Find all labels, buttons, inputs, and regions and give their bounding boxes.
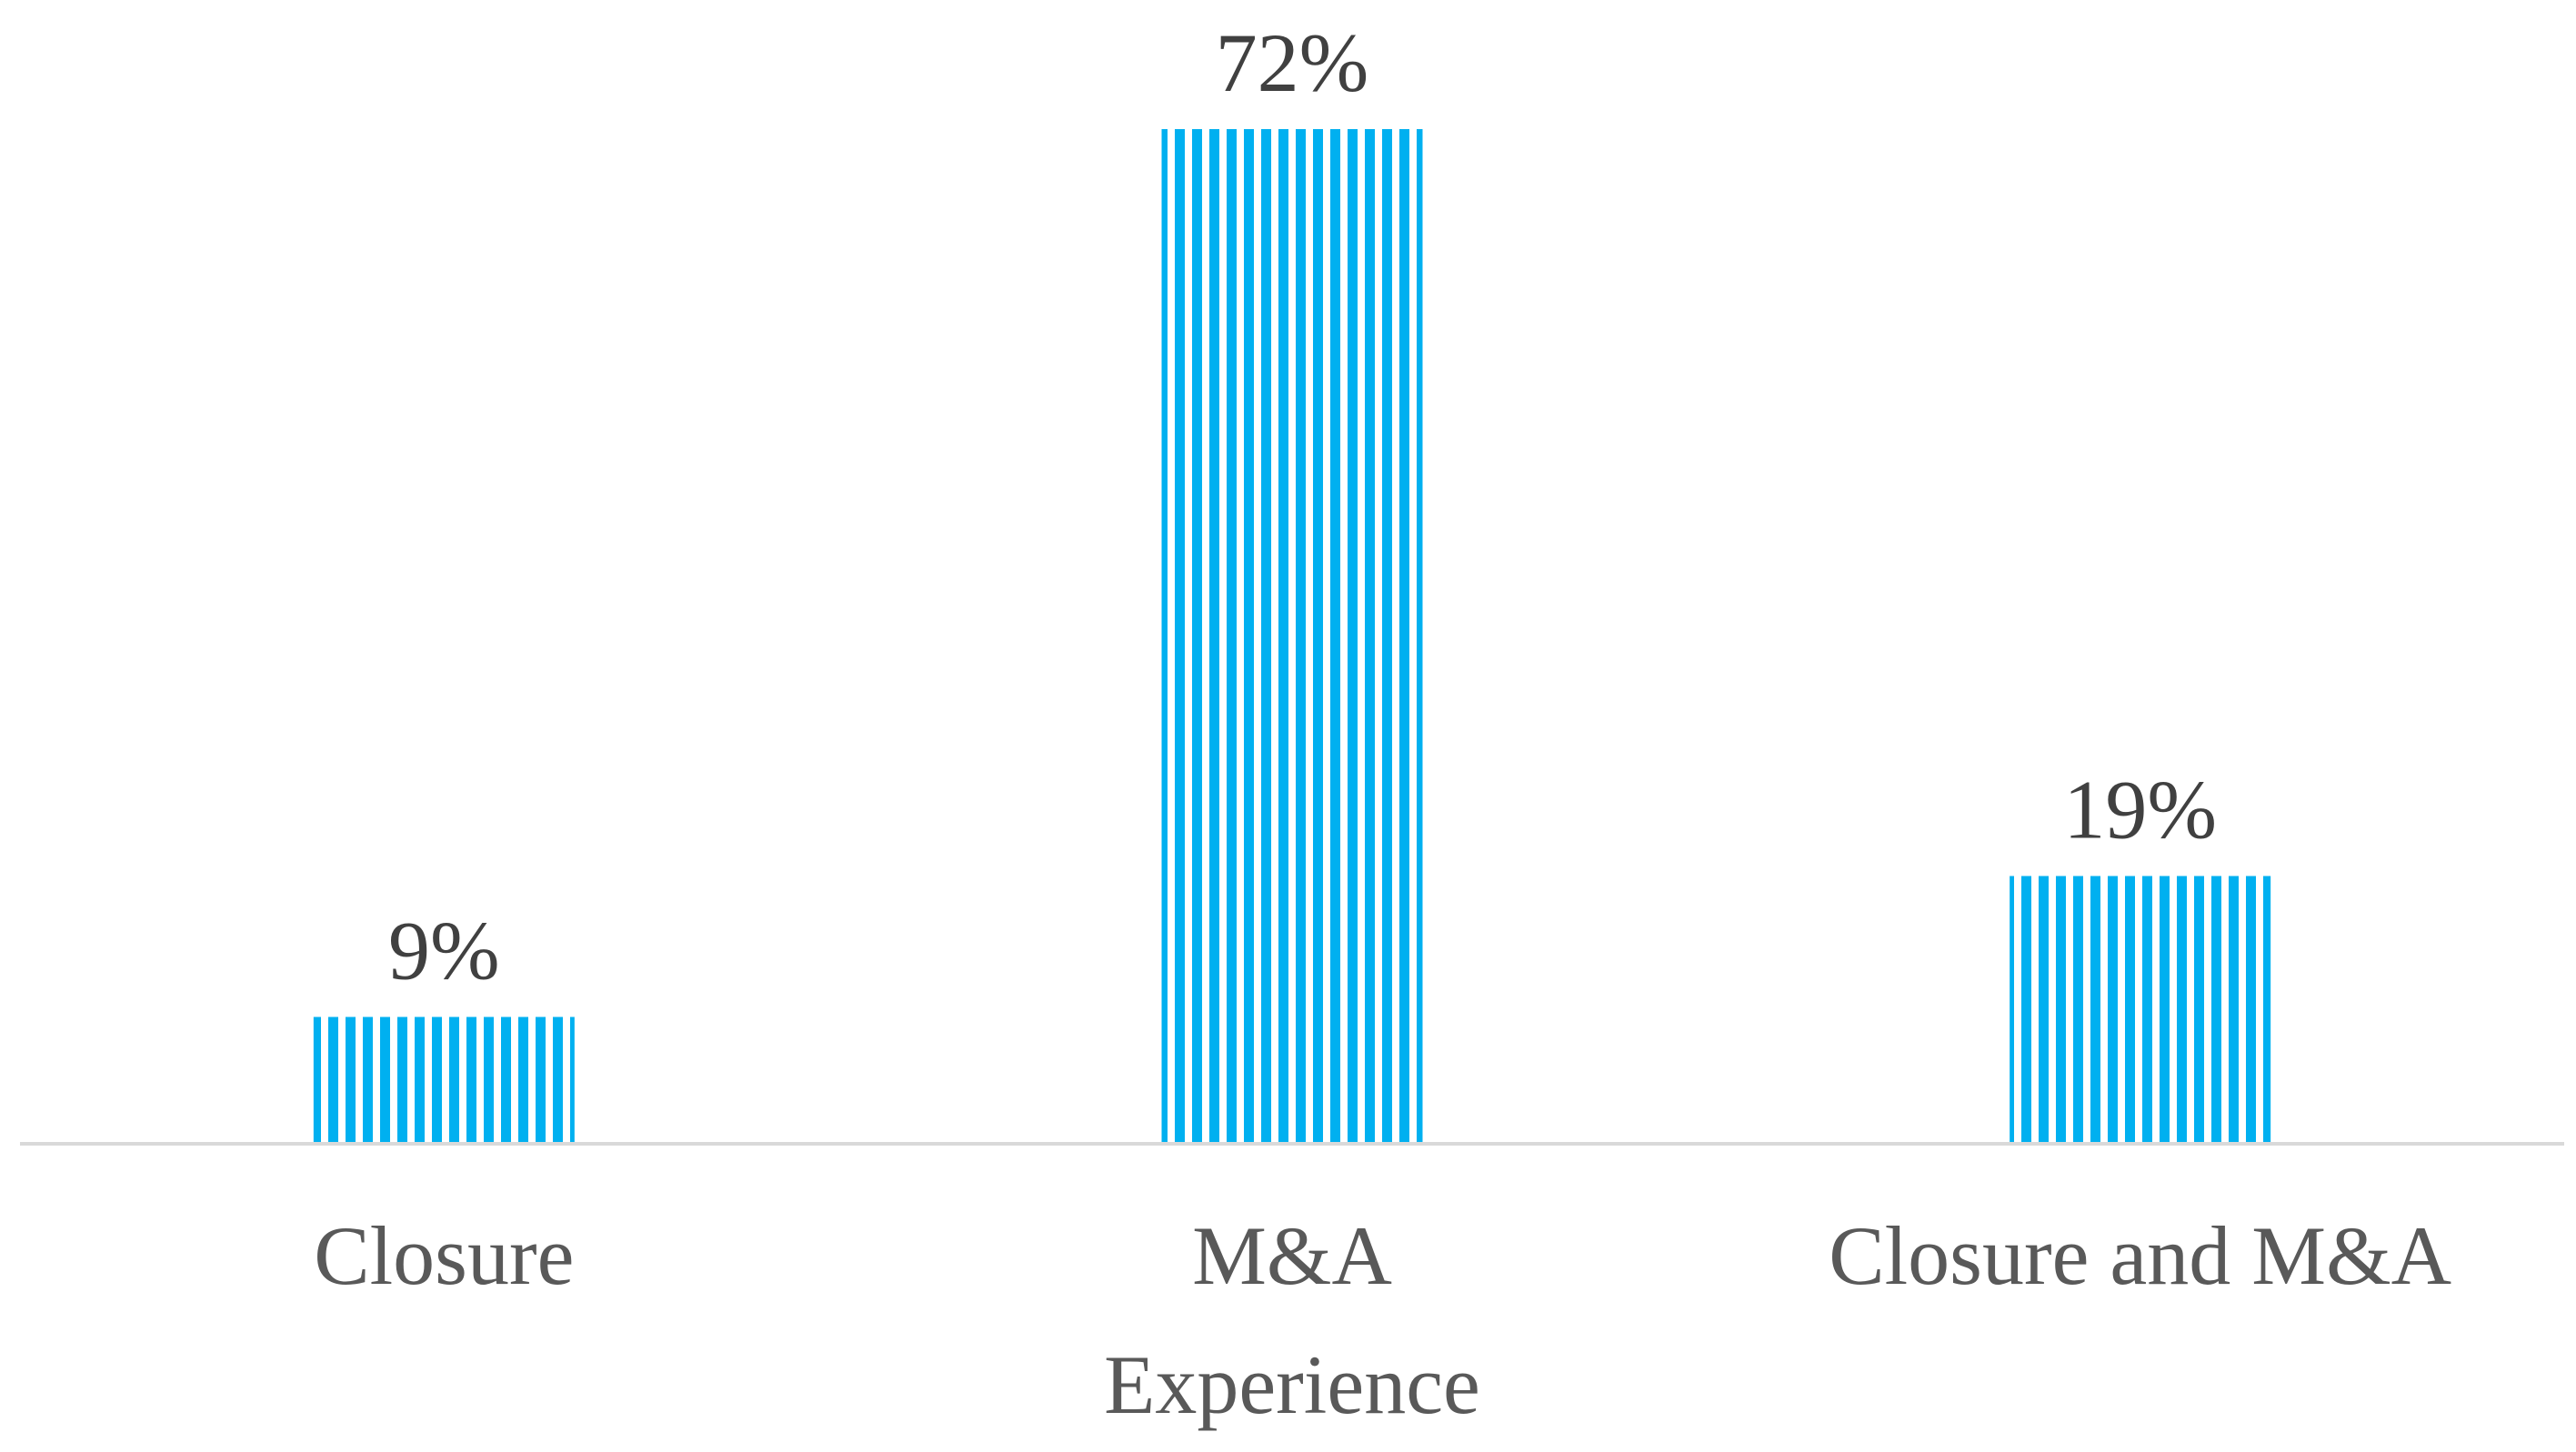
value-label: 72%: [1216, 16, 1369, 109]
x-tick-label: Closure: [314, 1209, 575, 1302]
bar: [1161, 129, 1423, 1144]
value-label: 9%: [388, 905, 500, 997]
bar: [2010, 876, 2271, 1144]
x-tick-label: M&A Experience: [1104, 1209, 1480, 1431]
bar: [313, 1016, 575, 1144]
x-tick-label: Closure and M&A: [1829, 1209, 2452, 1302]
value-label: 19%: [2063, 764, 2217, 856]
